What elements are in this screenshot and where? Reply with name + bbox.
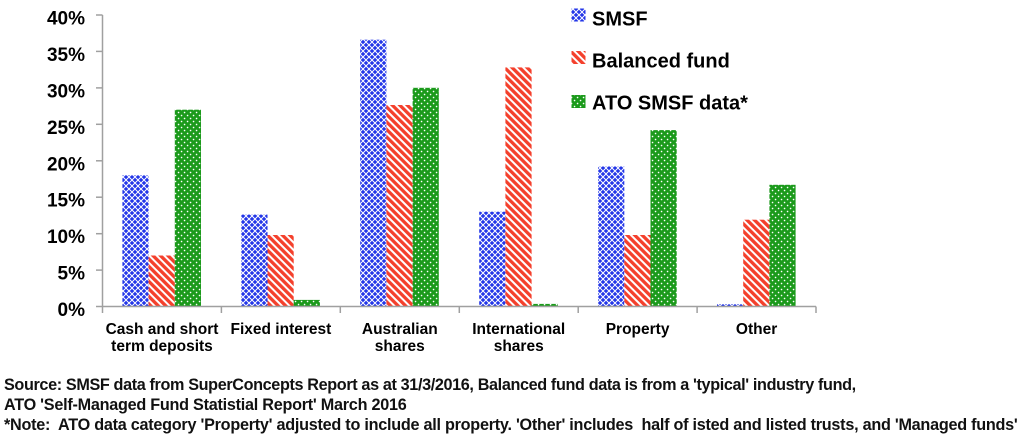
svg-text:ATO SMSF data*: ATO SMSF data* bbox=[592, 93, 748, 115]
svg-text:40%: 40% bbox=[47, 9, 85, 30]
svg-text:SMSF: SMSF bbox=[592, 9, 648, 31]
svg-text:Cash and short: Cash and short bbox=[106, 321, 219, 338]
svg-text:5%: 5% bbox=[58, 264, 86, 285]
svg-text:shares: shares bbox=[375, 338, 425, 355]
svg-text:Fixed interest: Fixed interest bbox=[231, 321, 332, 338]
svg-text:International: International bbox=[472, 321, 565, 338]
svg-text:Other: Other bbox=[736, 321, 777, 338]
svg-text:0%: 0% bbox=[58, 300, 86, 321]
svg-text:25%: 25% bbox=[47, 118, 85, 139]
svg-text:15%: 15% bbox=[47, 191, 85, 212]
svg-text:10%: 10% bbox=[47, 227, 85, 248]
svg-text:Balanced fund: Balanced fund bbox=[592, 51, 730, 73]
svg-text:30%: 30% bbox=[47, 81, 85, 102]
svg-text:20%: 20% bbox=[47, 154, 85, 175]
svg-text:Australian: Australian bbox=[362, 321, 438, 338]
svg-text:*Note: ATO data category 'Pro: *Note: ATO data category 'Property' adju… bbox=[4, 416, 1018, 434]
svg-text:term deposits: term deposits bbox=[111, 338, 213, 355]
svg-text:35%: 35% bbox=[47, 45, 85, 66]
svg-text:Source: SMSF data from SuperCo: Source: SMSF data from SuperConcepts Rep… bbox=[4, 376, 856, 394]
svg-text:shares: shares bbox=[494, 338, 544, 355]
svg-text:ATO 'Self-Managed Fund Statist: ATO 'Self-Managed Fund Statistial Report… bbox=[4, 396, 407, 414]
svg-text:Property: Property bbox=[606, 321, 670, 338]
